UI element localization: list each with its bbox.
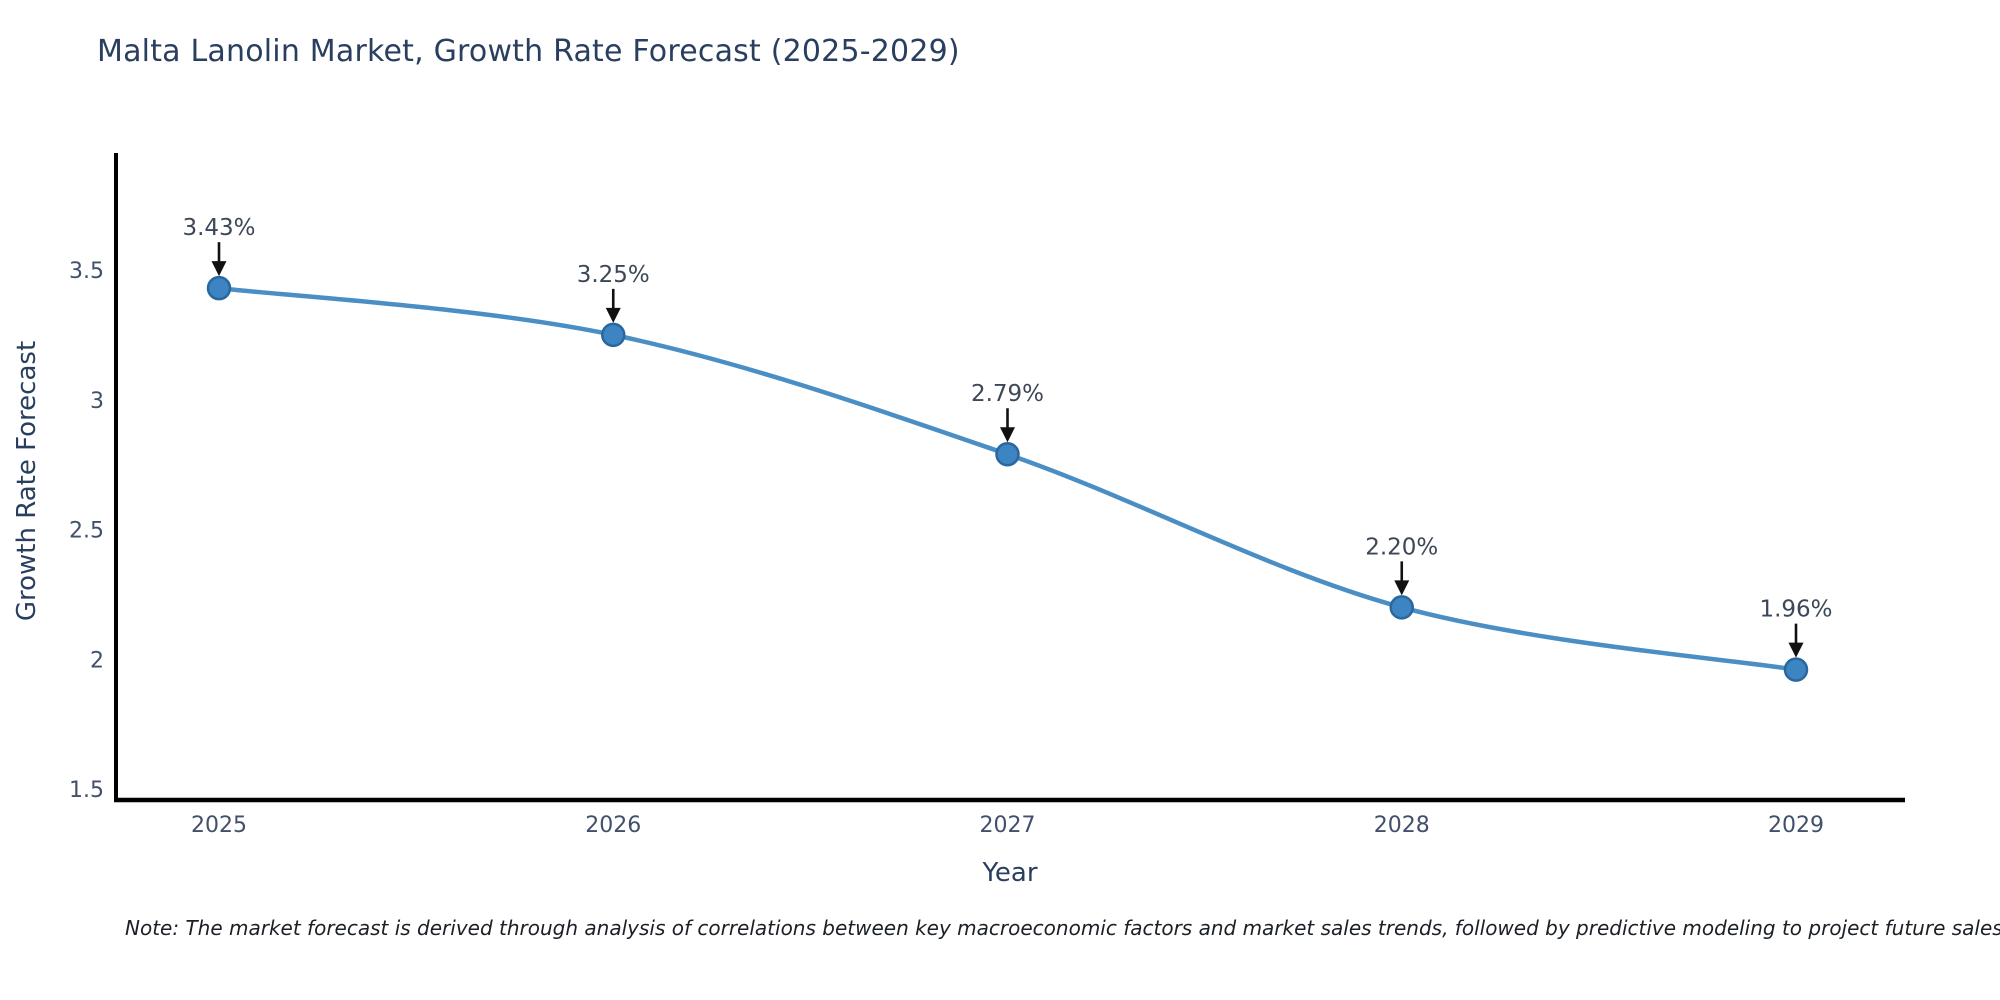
data-point-label: 2.20% xyxy=(1365,534,1438,560)
chart-title: Malta Lanolin Market, Growth Rate Foreca… xyxy=(97,34,960,69)
x-tick-label: 2028 xyxy=(1374,813,1430,838)
trend-line xyxy=(216,285,1799,672)
y-tick-label: 3.5 xyxy=(69,259,104,284)
data-point-marker xyxy=(1389,595,1414,620)
y-tick-label: 1.5 xyxy=(69,778,104,803)
annotation-arrowhead-icon xyxy=(1788,642,1804,658)
y-tick-label: 2.5 xyxy=(69,519,104,544)
y-tick-label: 3 xyxy=(90,389,104,414)
data-point-marker xyxy=(601,322,626,348)
x-tick-label: 2025 xyxy=(191,813,247,838)
x-tick-label: 2029 xyxy=(1768,813,1824,838)
data-point-label: 1.96% xyxy=(1759,597,1832,623)
annotation-arrowhead-icon xyxy=(1394,580,1410,596)
annotation-arrowhead-icon xyxy=(211,261,227,277)
data-point-marker xyxy=(206,275,232,301)
data-point-label: 2.79% xyxy=(971,381,1044,407)
data-point-marker xyxy=(1783,657,1809,682)
data-point-marker xyxy=(995,441,1020,467)
annotation-arrowhead-icon xyxy=(605,307,621,323)
x-axis-title: Year xyxy=(982,858,1038,888)
data-point-label: 3.43% xyxy=(182,215,255,241)
y-axis-title: Growth Rate Forecast xyxy=(12,340,42,622)
data-point-label: 3.25% xyxy=(577,262,650,288)
y-tick-label: 2 xyxy=(90,648,104,673)
footnote: Note: The market forecast is derived thr… xyxy=(125,916,2000,940)
annotation-arrowhead-icon xyxy=(1000,427,1015,443)
x-tick-label: 2026 xyxy=(585,813,641,838)
x-tick-label: 2027 xyxy=(980,813,1036,838)
